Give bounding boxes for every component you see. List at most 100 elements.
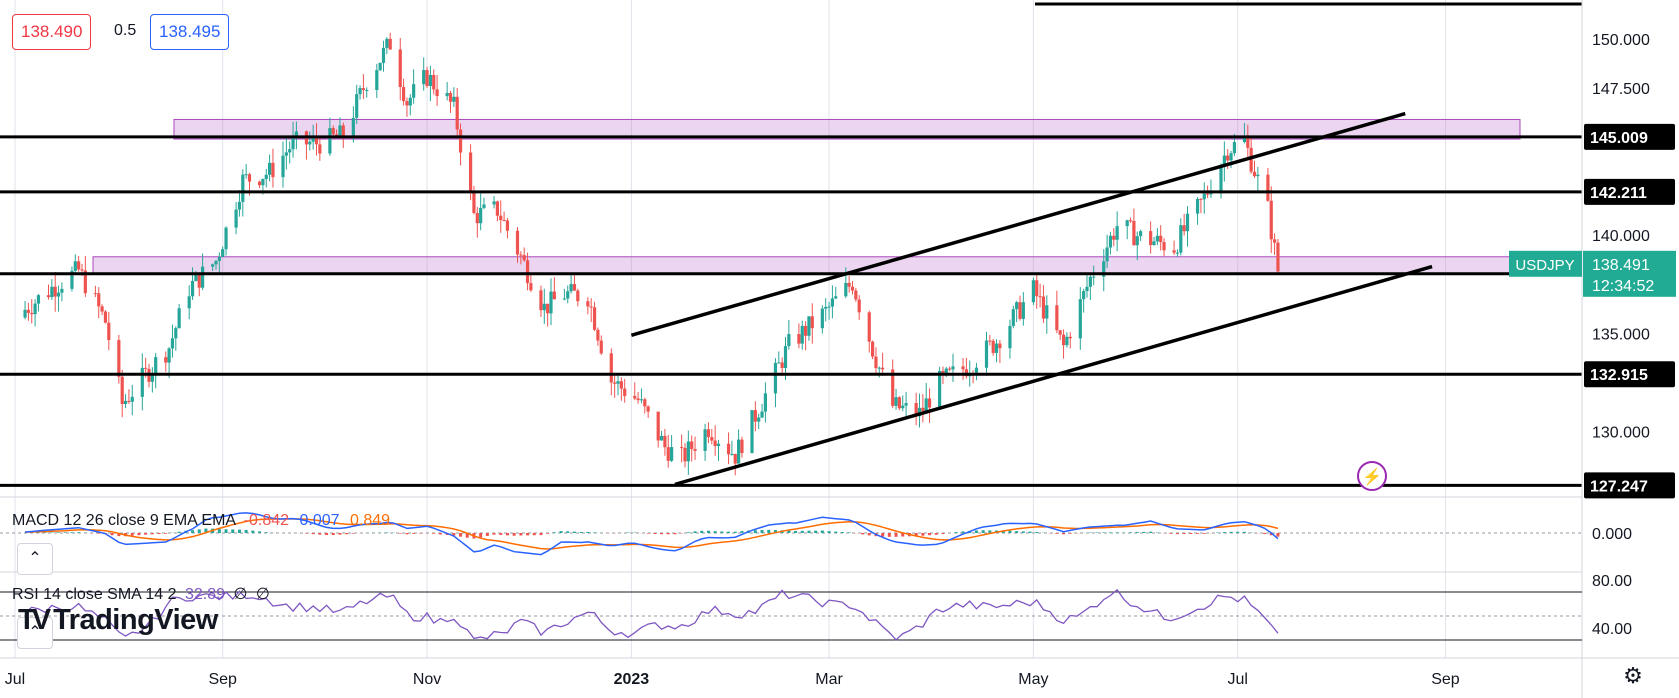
candle-body: [917, 407, 922, 417]
candle-body: [706, 429, 711, 438]
macd-bar: [485, 533, 489, 536]
macd-bar: [1149, 531, 1153, 533]
macd-bar: [693, 531, 697, 533]
candle-body: [609, 353, 613, 383]
macd-value-line: -0.842: [243, 512, 290, 529]
candle-body: [30, 312, 34, 315]
macd-bar: [827, 531, 831, 533]
candle-body: [154, 357, 158, 374]
candle-body: [1276, 242, 1280, 272]
candle-body: [703, 429, 707, 451]
candle-body: [402, 87, 406, 102]
candle-body: [804, 325, 808, 336]
candle-body: [596, 329, 600, 341]
candle-body: [247, 174, 252, 182]
candle-body: [586, 301, 590, 307]
x-tick-label: Mar: [815, 671, 843, 688]
candle-body: [281, 155, 285, 178]
candle-body: [881, 367, 885, 370]
rsi-legend[interactable]: RSI 14 close SMA 14 2 32.89 ∅ ∅: [12, 584, 270, 604]
macd-bar: [438, 533, 442, 535]
candle-body: [1179, 225, 1183, 253]
candle-body: [46, 295, 51, 298]
candle-body: [197, 273, 201, 288]
macd-bar: [713, 531, 717, 533]
settings-gear-icon[interactable]: ⚙: [1623, 663, 1643, 688]
chevron-up-icon: ⌃: [28, 624, 42, 641]
ask-price-box[interactable]: 138.495: [150, 14, 230, 50]
candle-body: [683, 447, 687, 462]
candle-body: [646, 406, 650, 412]
candle-body: [572, 284, 577, 291]
candle-body: [70, 270, 74, 289]
countdown-label: 12:34:52: [1592, 278, 1654, 295]
macd-bar: [794, 530, 798, 533]
candle-body: [475, 212, 479, 224]
candle-body: [693, 449, 697, 451]
candle-body: [1045, 305, 1049, 319]
candle-body: [177, 308, 181, 329]
candle-body: [619, 381, 623, 389]
candle-body: [1219, 166, 1223, 194]
candle-body: [1082, 291, 1086, 300]
candle-body: [760, 411, 764, 418]
candle-body: [562, 298, 566, 300]
candle-body: [1058, 330, 1062, 335]
candle-body: [1041, 296, 1046, 319]
macd-bar: [519, 533, 523, 536]
candle-body: [927, 398, 932, 408]
candle-body: [23, 309, 27, 318]
macd-bar: [492, 533, 496, 535]
candle-body: [854, 290, 858, 300]
macd-bar: [432, 533, 436, 534]
macd-bar: [1028, 531, 1032, 533]
candle-body: [750, 410, 754, 454]
candle-body: [26, 309, 30, 313]
macd-bar: [110, 533, 114, 536]
macd-bar: [539, 533, 543, 536]
candle-body: [820, 308, 824, 329]
macd-bar: [258, 531, 262, 533]
candle-body: [522, 255, 526, 261]
candle-body: [1152, 241, 1156, 246]
level-price-label: 142.211: [1590, 185, 1647, 202]
candle-body: [502, 220, 506, 222]
candle-body: [1132, 220, 1136, 246]
macd-collapse-button[interactable]: ⌃: [17, 543, 53, 575]
macd-bar: [787, 530, 791, 533]
macd-bar: [264, 532, 268, 533]
candle-body: [77, 261, 81, 270]
candle-body: [217, 257, 221, 261]
macd-bar: [452, 533, 456, 536]
candle-body: [211, 264, 215, 267]
candle-body: [670, 447, 674, 461]
candle-body: [944, 368, 948, 374]
macd-legend[interactable]: MACD 12 26 close 9 EMA EMA -0.842 0.007 …: [12, 512, 390, 530]
candle-body: [472, 191, 476, 213]
candle-body: [50, 286, 54, 298]
macd-bar: [1175, 533, 1179, 535]
candle-body: [144, 367, 148, 369]
macd-bar: [773, 530, 777, 533]
candle-body: [164, 357, 168, 363]
macd-bar: [867, 533, 871, 536]
macd-bar: [733, 531, 737, 533]
macd-bar: [847, 532, 851, 533]
candle-body: [311, 137, 315, 142]
macd-bar: [881, 533, 885, 537]
macd-bar: [97, 533, 101, 534]
macd-bar: [914, 533, 918, 537]
rsi-collapse-button[interactable]: ⌃: [17, 617, 53, 649]
candle-body: [680, 447, 684, 449]
macd-bar: [1135, 532, 1139, 533]
candle-body: [1226, 155, 1230, 161]
candle-body: [904, 403, 908, 406]
macd-label: MACD 12 26 close 9 EMA EMA: [12, 512, 236, 529]
candle-body: [787, 334, 791, 347]
candle-body: [1102, 261, 1106, 277]
candles: [23, 32, 1280, 476]
macd-bar: [318, 533, 322, 535]
macd-bar: [130, 533, 134, 536]
bid-price-box[interactable]: 138.490: [12, 14, 92, 50]
